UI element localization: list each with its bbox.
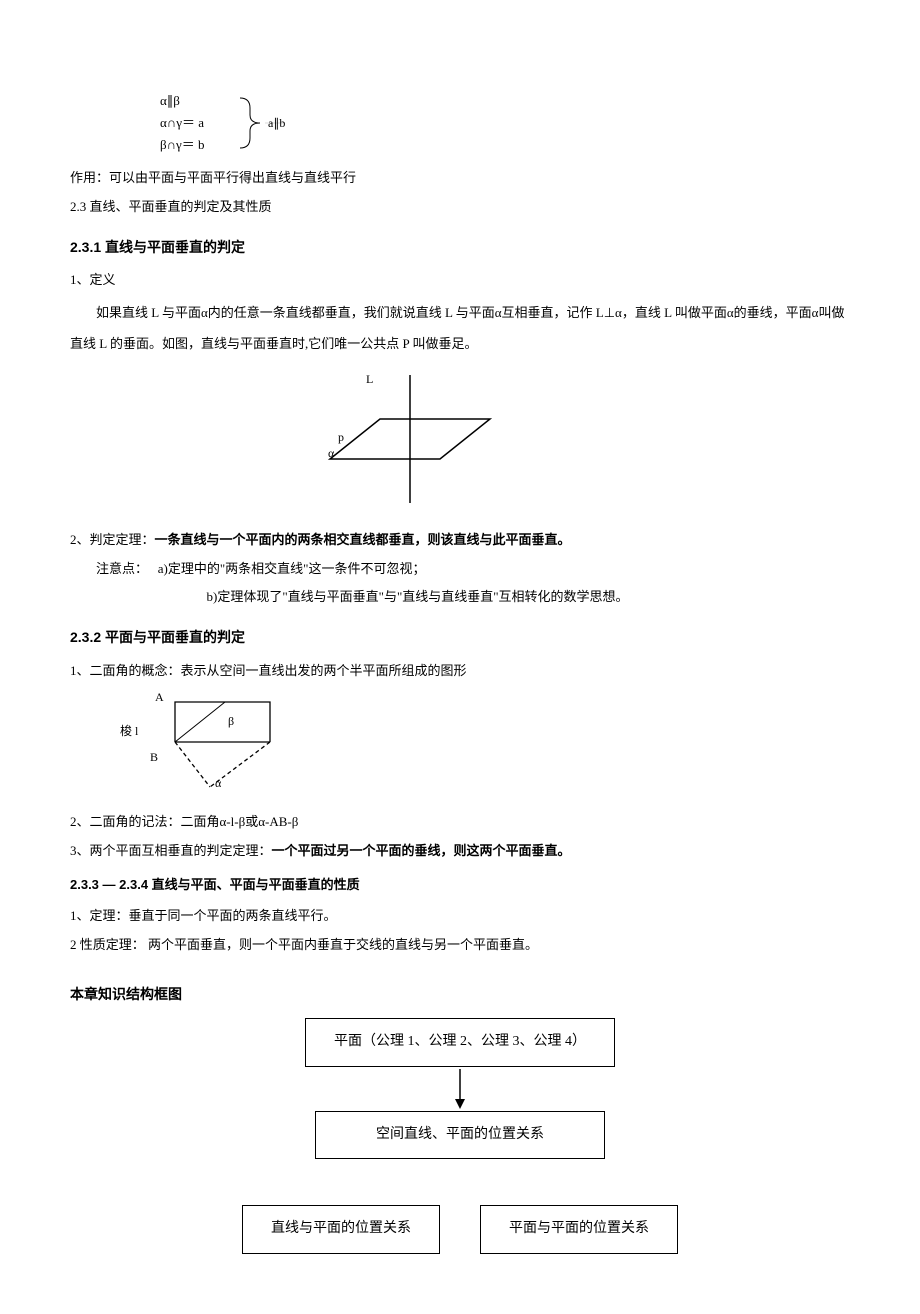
fig1-label-alpha: α: [328, 446, 335, 460]
arrow-down-icon: [450, 1067, 470, 1111]
svg-text:B: B: [150, 750, 158, 764]
premise-1: α∥β: [160, 90, 205, 112]
heading-232: 2.3.2 平面与平面垂直的判定: [70, 624, 850, 651]
fig1-label-L: L: [366, 372, 373, 386]
theorem-2-bold: 一条直线与一个平面内的两条相交直线都垂直，则该直线与此平面垂直。: [155, 532, 571, 547]
premise-3: β∩γ＝ b: [160, 134, 205, 156]
def1-body: 如果直线 L 与平面α内的任意一条直线都垂直，我们就说直线 L 与平面α互相垂直…: [70, 297, 850, 359]
flow-row: 直线与平面的位置关系 平面与平面的位置关系: [242, 1205, 678, 1254]
purpose-text: 作用：可以由平面与平面平行得出直线与直线平行: [70, 166, 850, 191]
premise-2: α∩γ＝ a: [160, 112, 205, 134]
flow-box-1: 平面（公理 1、公理 2、公理 3、公理 4）: [305, 1018, 615, 1067]
flowchart: 平面（公理 1、公理 2、公理 3、公理 4） 空间直线、平面的位置关系 直线与…: [70, 1018, 850, 1254]
svg-text:梭 l: 梭 l: [120, 723, 139, 738]
figure-perpendicular: L p α: [300, 369, 850, 518]
note-b: b)定理体现了"直线与平面垂直"与"直线与直线垂直"互相转化的数学思想。: [207, 585, 851, 610]
premises-block: α∥β α∩γ＝ a β∩γ＝ b a∥b: [160, 90, 850, 156]
heading-231: 2.3.1 直线与平面垂直的判定: [70, 234, 850, 261]
theorem-2-prefix: 2、判定定理：: [70, 532, 155, 547]
fig1-label-p: p: [338, 430, 344, 444]
figure-dihedral: A 梭 l B β α: [120, 687, 850, 806]
perp-theorem: 3、两个平面互相垂直的判定定理：一个平面过另一个平面的垂线，则这两个平面垂直。: [70, 839, 850, 864]
svg-text:β: β: [228, 714, 234, 728]
heading-233: 2.3.3 — 2.3.4 直线与平面、平面与平面垂直的性质: [70, 873, 850, 898]
property-1: 1、定理：垂直于同一个平面的两条直线平行。: [70, 904, 850, 929]
svg-text:A: A: [155, 690, 164, 704]
premises-lines: α∥β α∩γ＝ a β∩γ＝ b: [160, 90, 205, 156]
flow-box-4: 平面与平面的位置关系: [480, 1205, 678, 1254]
property-2: 2 性质定理： 两个平面垂直，则一个平面内垂直于交线的直线与另一个平面垂直。: [70, 933, 850, 958]
svg-text:α: α: [215, 776, 222, 790]
note-line-a: 注意点： a)定理中的"两条相交直线"这一条件不可忽视；: [70, 557, 850, 582]
brace-icon: a∥b: [235, 93, 305, 153]
theorem-2: 2、判定定理：一条直线与一个平面内的两条相交直线都垂直，则该直线与此平面垂直。: [70, 528, 850, 553]
perp-theorem-bold: 一个平面过另一个平面的垂线，则这两个平面垂直。: [272, 843, 571, 858]
perp-theorem-prefix: 3、两个平面互相垂直的判定定理：: [70, 843, 272, 858]
flow-box-3: 直线与平面的位置关系: [242, 1205, 440, 1254]
note-a: a)定理中的"两条相交直线"这一条件不可忽视；: [158, 561, 426, 576]
def1-label: 1、定义: [70, 268, 850, 293]
framework-title: 本章知识结构框图: [70, 981, 850, 1008]
flow-box-2: 空间直线、平面的位置关系: [315, 1111, 605, 1160]
note-label: 注意点：: [96, 561, 148, 576]
dihedral-def: 1、二面角的概念：表示从空间一直线出发的两个半平面所组成的图形: [70, 659, 850, 684]
section-2-3: 2.3 直线、平面垂直的判定及其性质: [70, 195, 850, 220]
dihedral-notation: 2、二面角的记法：二面角α-l-β或α-AB-β: [70, 810, 850, 835]
